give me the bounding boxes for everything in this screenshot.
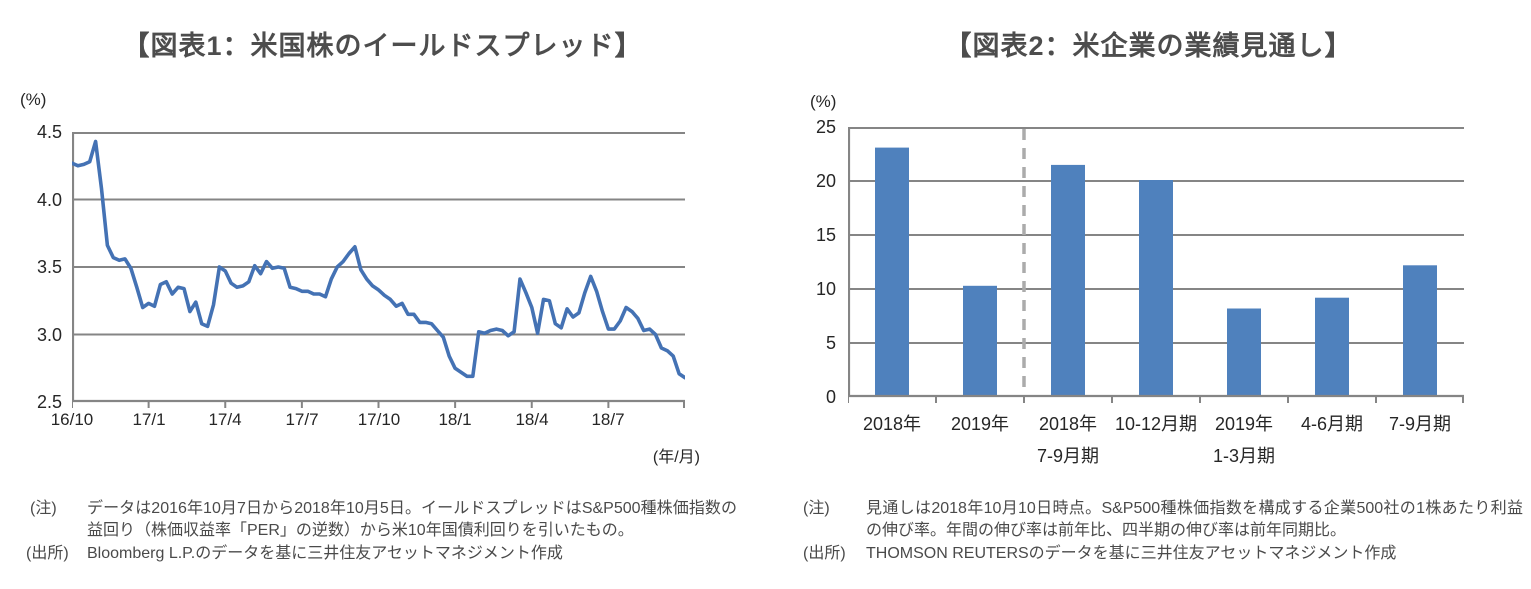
x-axis-label: 17/4 xyxy=(208,410,242,429)
figure1-panel: 【図表1：米国株のイールドスプレッド】 (%) 4.5 4.0 3.5 3.0 2.5 … xyxy=(0,0,765,589)
figure1-source-text: Bloomberg L.P.のデータを基に三井住友アセットマネジメント作成 xyxy=(87,545,563,562)
y-axis-label: 4.0 xyxy=(36,189,62,210)
category-label: 4-6月期 xyxy=(1300,414,1363,434)
y-axis-label: 10 xyxy=(815,279,836,299)
y-axis-label: 2.5 xyxy=(36,392,62,412)
x-axis-label: 18/4 xyxy=(515,410,549,429)
y-axis-label: 4.5 xyxy=(36,122,62,142)
category-label: 2018年 xyxy=(1038,414,1098,434)
figure2-panel: 【図表2：米企業の業績見通し】 (%) 25 20 15 10 5 0 2018年 2019… xyxy=(766,0,1531,589)
y-axis-label: 15 xyxy=(815,225,836,245)
bar-3 xyxy=(1139,180,1173,396)
bar-2 xyxy=(1051,164,1085,396)
category-label-line2: 1-3月期 xyxy=(1212,446,1275,466)
bar-1 xyxy=(963,285,997,396)
y-axis-label: 25 xyxy=(815,117,836,137)
category-label: 2019年 xyxy=(950,414,1010,434)
figure1-title: 【図表1：米国株のイールドスプレッド】 xyxy=(122,31,643,61)
figure1-note-label: (注) xyxy=(30,500,57,517)
category-label-line2: 7-9月期 xyxy=(1036,446,1099,466)
y-axis-label: 0 xyxy=(825,387,836,407)
category-label: 2019年 xyxy=(1214,414,1274,434)
y-axis-label: 3.5 xyxy=(36,257,62,277)
x-axis-label: 17/7 xyxy=(285,410,319,429)
category-label: 7-9月期 xyxy=(1388,414,1451,434)
bar-5 xyxy=(1315,297,1349,396)
figure1-source-label: (出所) xyxy=(26,545,69,562)
yield-spread-line xyxy=(72,139,685,380)
bar-0 xyxy=(875,147,909,396)
bar-4 xyxy=(1227,308,1261,396)
figure2-note-label: (注) xyxy=(803,500,830,517)
x-axis-label: 17/1 xyxy=(132,410,166,429)
y-axis-label: 20 xyxy=(815,171,836,191)
figure2-source-text: THOMSON REUTERSのデータを基に三井住友アセットマネジメント作成 xyxy=(866,545,1397,562)
figure1-note-text: データは2016年10月7日から2018年10月5日。イールドスプレッドはS&P… xyxy=(87,500,737,539)
bar-6 xyxy=(1403,265,1437,396)
figure2-title: 【図表2：米企業の業績見通し】 xyxy=(944,31,1353,61)
figure1-x-unit: (年/月) xyxy=(652,449,700,466)
category-label: 10-12月期 xyxy=(1114,414,1198,434)
figure2-chart xyxy=(848,127,1464,403)
y-axis-label: 3.0 xyxy=(36,324,62,345)
y-axis-label: 5 xyxy=(825,333,836,353)
figure1-y-unit: (%) xyxy=(20,90,47,109)
figure2-source-label: (出所) xyxy=(803,545,846,562)
category-label: 2018年 xyxy=(862,414,922,434)
figure1-chart xyxy=(72,132,685,408)
x-axis-label: 17/10 xyxy=(357,410,401,429)
figure2-y-unit: (%) xyxy=(810,92,837,111)
x-axis-label: 18/1 xyxy=(438,410,472,429)
x-axis-label: 18/7 xyxy=(591,410,625,429)
x-axis-label: 16/10 xyxy=(50,410,94,429)
figure2-note-text: 見通しは2018年10月10日時点。S&P500種株価指数を構成する企業500社… xyxy=(866,500,1523,539)
